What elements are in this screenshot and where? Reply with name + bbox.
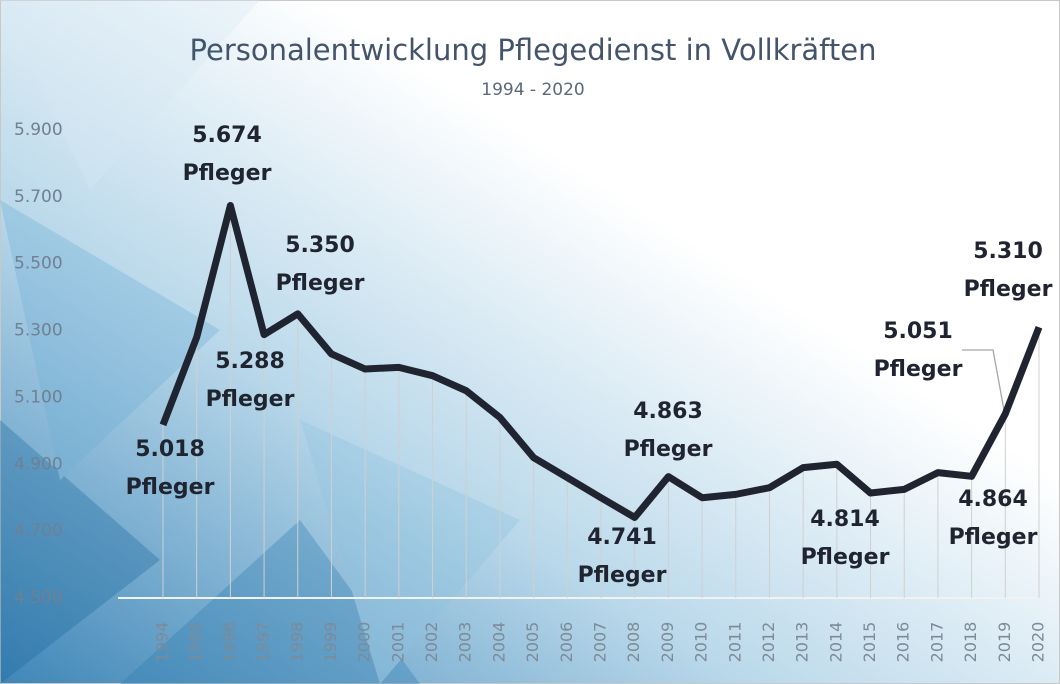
x-tick-label: 2011 bbox=[725, 622, 744, 663]
x-tick-label: 1999 bbox=[321, 622, 340, 663]
data-label: Pfleger bbox=[624, 437, 713, 462]
data-line bbox=[159, 202, 1043, 521]
data-label: 5.674 bbox=[192, 123, 262, 148]
x-tick-label: 2020 bbox=[1029, 622, 1048, 663]
x-tick-label: 2017 bbox=[927, 622, 946, 663]
data-label: 4.863 bbox=[633, 399, 703, 424]
x-tick-label: 2000 bbox=[355, 622, 374, 663]
y-tick-label: 5.500 bbox=[14, 254, 63, 274]
data-label: Pfleger bbox=[949, 525, 1038, 550]
y-tick-label: 4.900 bbox=[14, 454, 63, 474]
data-label: 4.814 bbox=[810, 507, 880, 532]
data-label: Pfleger bbox=[874, 357, 963, 382]
data-label: Pfleger bbox=[801, 545, 890, 570]
chart-subtitle: 1994 - 2020 bbox=[481, 80, 584, 100]
data-label: Pfleger bbox=[578, 563, 667, 588]
x-tick-label: 1994 bbox=[153, 622, 172, 663]
x-tick-label: 2016 bbox=[894, 622, 913, 663]
x-tick-label: 2009 bbox=[658, 622, 677, 663]
y-tick-label: 5.900 bbox=[14, 120, 63, 140]
x-tick-label: 2018 bbox=[961, 622, 980, 663]
data-label: 4.864 bbox=[958, 487, 1028, 512]
data-label: Pfleger bbox=[206, 387, 295, 412]
data-label: Pfleger bbox=[964, 277, 1053, 302]
data-label: 5.288 bbox=[215, 349, 285, 374]
x-tick-label: 1998 bbox=[287, 622, 306, 663]
x-tick-label: 2012 bbox=[759, 622, 778, 663]
x-tick-label: 2003 bbox=[456, 622, 475, 663]
y-tick-label: 4.700 bbox=[14, 521, 63, 541]
x-tick-label: 2004 bbox=[489, 622, 508, 663]
x-tick-label: 2001 bbox=[388, 622, 407, 663]
data-label: 5.310 bbox=[973, 239, 1043, 264]
leader-line bbox=[962, 349, 1005, 411]
x-tick-label: 1996 bbox=[220, 622, 239, 663]
x-tick-label: 2005 bbox=[523, 622, 542, 663]
x-tick-label: 1995 bbox=[186, 622, 205, 663]
y-tick-label: 5.300 bbox=[14, 321, 63, 341]
x-tick-label: 2008 bbox=[624, 622, 643, 663]
y-tick-label: 5.100 bbox=[14, 387, 63, 407]
x-tick-label: 2019 bbox=[995, 622, 1014, 663]
x-tick-label: 1997 bbox=[254, 622, 273, 663]
x-tick-label: 2015 bbox=[860, 622, 879, 663]
x-tick-label: 2013 bbox=[793, 622, 812, 663]
data-label: 5.350 bbox=[285, 233, 355, 258]
x-tick-label: 2010 bbox=[692, 622, 711, 663]
data-label: 5.018 bbox=[135, 437, 205, 462]
data-label: Pfleger bbox=[183, 161, 272, 186]
data-label: 5.051 bbox=[883, 319, 953, 344]
y-tick-label: 4.500 bbox=[14, 588, 63, 608]
x-tick-label: 2014 bbox=[826, 622, 845, 663]
decoration bbox=[0, 0, 520, 684]
data-label: Pfleger bbox=[126, 475, 215, 500]
data-label: Pfleger bbox=[276, 271, 365, 296]
x-tick-label: 2007 bbox=[591, 622, 610, 663]
y-tick-label: 5.700 bbox=[14, 187, 63, 207]
x-tick-label: 2002 bbox=[422, 622, 441, 663]
chart-title: Personalentwicklung Pflegedienst in Voll… bbox=[190, 33, 877, 67]
x-tick-label: 2006 bbox=[557, 622, 576, 663]
data-label: 4.741 bbox=[587, 525, 657, 550]
